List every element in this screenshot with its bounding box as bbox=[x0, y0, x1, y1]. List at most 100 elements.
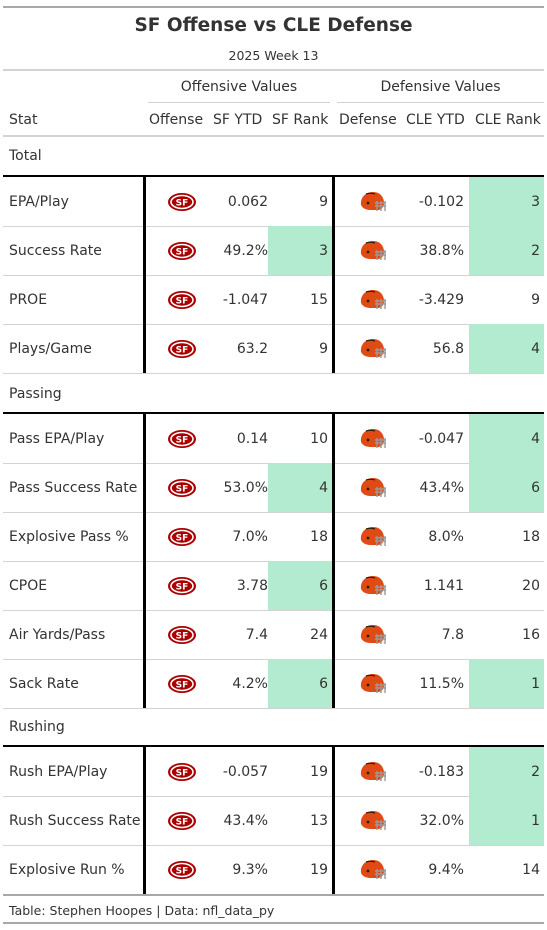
sf-49ers-logo-icon: SF bbox=[146, 659, 212, 708]
cle-ytd-value: 32.0% bbox=[419, 812, 464, 829]
sf-ytd-value: -0.057 bbox=[222, 763, 268, 780]
cle-ytd-value: 9.4% bbox=[428, 861, 464, 878]
svg-text:SF: SF bbox=[176, 817, 189, 827]
sf-49ers-logo-icon: SF bbox=[146, 226, 212, 275]
sf-ytd-value: 0.062 bbox=[227, 193, 268, 210]
sf-ytd-value: 63.2 bbox=[236, 340, 268, 357]
sf-rank-value: 4 bbox=[268, 463, 332, 512]
cle-ytd-value: 38.8% bbox=[419, 242, 464, 259]
cle-ytd-value: -0.183 bbox=[418, 763, 464, 780]
stat-label: Sack Rate bbox=[9, 675, 79, 692]
cle-rank-value: 18 bbox=[522, 528, 540, 545]
stat-label: Rush Success Rate bbox=[9, 812, 141, 829]
cle-ytd-value: 11.5% bbox=[419, 675, 464, 692]
cle-rank-value: 14 bbox=[522, 861, 540, 878]
svg-text:SF: SF bbox=[176, 582, 189, 592]
sf-49ers-logo-icon: SF bbox=[146, 561, 212, 610]
stat-label: Pass EPA/Play bbox=[9, 430, 105, 447]
table-row: PROE SF -1.047 15 -3.429 9 bbox=[3, 275, 544, 325]
svg-text:SF: SF bbox=[176, 680, 189, 690]
sf-rank-value: 18 bbox=[310, 528, 328, 545]
table-row: Rush EPA/Play SF -0.057 19 -0.183 2 bbox=[3, 747, 544, 797]
group-label-passing: Passing bbox=[9, 386, 62, 402]
sf-ytd-value: 9.3% bbox=[232, 861, 268, 878]
sf-49ers-logo-icon: SF bbox=[146, 747, 212, 796]
table-subtitle: 2025 Week 13 bbox=[228, 48, 319, 63]
sf-49ers-logo-icon: SF bbox=[146, 463, 212, 512]
cle-rank-value: 6 bbox=[469, 463, 544, 512]
column-separator-offense bbox=[143, 177, 146, 373]
cle-browns-helmet-icon bbox=[335, 561, 403, 610]
spanner-defensive-values: Defensive Values bbox=[380, 79, 501, 95]
cle-ytd-value: 8.0% bbox=[428, 528, 464, 545]
svg-text:SF: SF bbox=[176, 768, 189, 778]
stat-label: Explosive Run % bbox=[9, 861, 125, 878]
cle-ytd-value: 56.8 bbox=[432, 340, 464, 357]
table-row: Pass Success Rate SF 53.0% 4 43.4% 6 bbox=[3, 463, 544, 513]
cle-browns-helmet-icon bbox=[335, 610, 403, 659]
cle-rank-value: 16 bbox=[522, 626, 540, 643]
cle-browns-helmet-icon bbox=[335, 747, 403, 796]
column-separator-offense bbox=[143, 414, 146, 708]
sf-ytd-value: 7.4 bbox=[245, 626, 268, 643]
cle-rank-value: 3 bbox=[469, 177, 544, 226]
sf-ytd-value: 49.2% bbox=[223, 242, 268, 259]
col-header-offense: Offense bbox=[149, 112, 204, 128]
column-separator-offense bbox=[143, 747, 146, 894]
group-border-rushing bbox=[3, 745, 544, 747]
cle-browns-helmet-icon bbox=[335, 796, 403, 845]
sf-rank-value: 6 bbox=[268, 659, 332, 708]
sf-ytd-value: 4.2% bbox=[232, 675, 268, 692]
col-header-sf-ytd: SF YTD bbox=[213, 112, 263, 128]
sf-rank-value: 9 bbox=[319, 340, 328, 357]
sf-rank-value: 3 bbox=[268, 226, 332, 275]
col-header-cle-ytd: CLE YTD bbox=[406, 112, 465, 128]
sf-rank-value: 19 bbox=[310, 763, 328, 780]
svg-text:SF: SF bbox=[176, 296, 189, 306]
table-source-note: Table: Stephen Hoopes | Data: nfl_data_p… bbox=[9, 903, 275, 918]
stat-label: PROE bbox=[9, 291, 48, 308]
group-border-passing bbox=[3, 412, 544, 414]
sf-rank-value: 24 bbox=[310, 626, 328, 643]
cle-browns-helmet-icon bbox=[335, 463, 403, 512]
col-header-sf-rank: SF Rank bbox=[272, 112, 329, 128]
table-row: Sack Rate SF 4.2% 6 11.5% 1 bbox=[3, 659, 544, 709]
sf-ytd-value: 7.0% bbox=[232, 528, 268, 545]
sf-rank-value: 6 bbox=[268, 561, 332, 610]
top-border bbox=[3, 6, 544, 8]
cle-rank-value: 9 bbox=[531, 291, 540, 308]
cle-ytd-value: -0.047 bbox=[418, 430, 464, 447]
column-separator-defense bbox=[332, 414, 335, 708]
column-header-border bbox=[3, 135, 544, 137]
spanner-offensive-line bbox=[148, 102, 330, 103]
group-label-rushing: Rushing bbox=[9, 719, 65, 735]
table-title: SF Offense vs CLE Defense bbox=[134, 15, 413, 36]
sf-49ers-logo-icon: SF bbox=[146, 324, 212, 373]
svg-text:SF: SF bbox=[176, 345, 189, 355]
table-row: Pass EPA/Play SF 0.14 10 -0.047 4 bbox=[3, 414, 544, 464]
cle-rank-value: 1 bbox=[469, 659, 544, 708]
svg-text:SF: SF bbox=[176, 484, 189, 494]
cle-browns-helmet-icon bbox=[335, 845, 403, 894]
cle-rank-value: 4 bbox=[469, 414, 544, 463]
stat-label: CPOE bbox=[9, 577, 48, 594]
cle-rank-value: 2 bbox=[469, 747, 544, 796]
table-row: Explosive Run % SF 9.3% 19 9.4% 14 bbox=[3, 845, 544, 895]
cle-ytd-value: 43.4% bbox=[419, 479, 464, 496]
cle-browns-helmet-icon bbox=[335, 659, 403, 708]
cle-browns-helmet-icon bbox=[335, 177, 403, 226]
cle-rank-value: 4 bbox=[469, 324, 544, 373]
cle-browns-helmet-icon bbox=[335, 324, 403, 373]
sf-49ers-logo-icon: SF bbox=[146, 275, 212, 324]
svg-text:SF: SF bbox=[176, 247, 189, 257]
cle-browns-helmet-icon bbox=[335, 414, 403, 463]
sf-49ers-logo-icon: SF bbox=[146, 414, 212, 463]
stat-label: Success Rate bbox=[9, 242, 102, 259]
sf-ytd-value: -1.047 bbox=[222, 291, 268, 308]
svg-text:SF: SF bbox=[176, 198, 189, 208]
col-header-defense: Defense bbox=[339, 112, 397, 128]
sf-49ers-logo-icon: SF bbox=[146, 845, 212, 894]
sf-ytd-value: 0.14 bbox=[236, 430, 268, 447]
table-bottom-border bbox=[3, 894, 544, 896]
